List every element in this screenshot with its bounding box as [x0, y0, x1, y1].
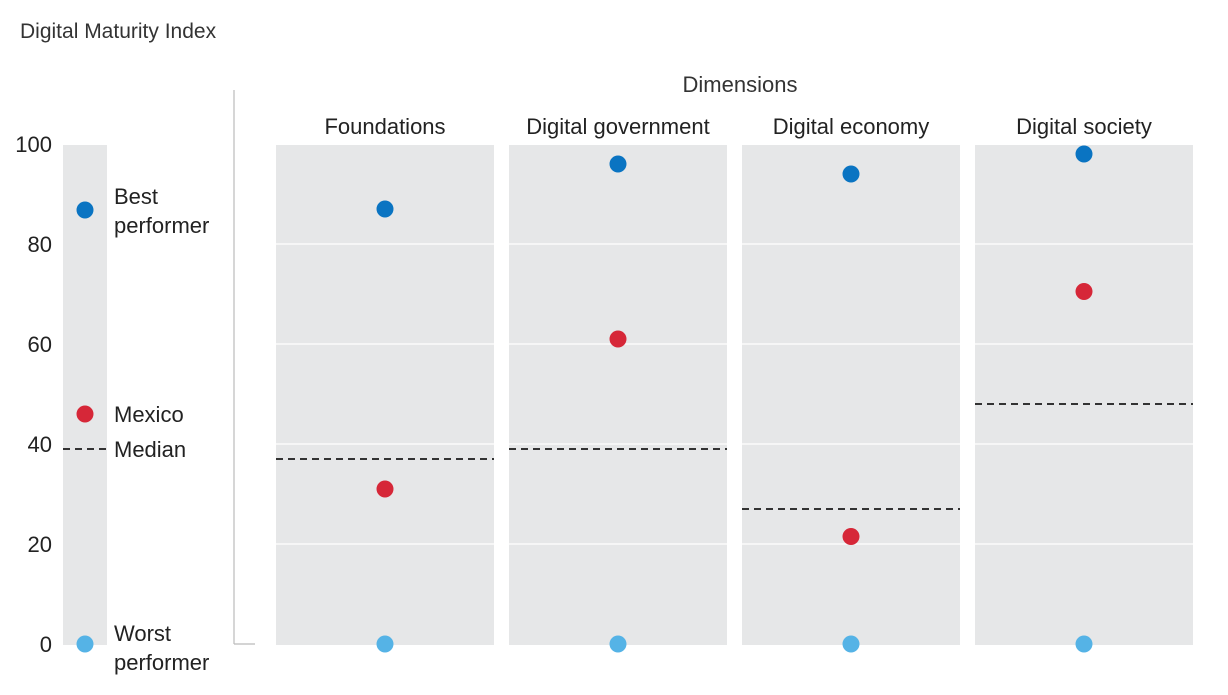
- point-best-performer: [1075, 145, 1093, 163]
- point-worst-performer: [376, 635, 394, 653]
- legend: Best performer Mexico Median Worst perfo…: [63, 145, 209, 675]
- legend-mexico-marker: [76, 405, 94, 423]
- category-label: Digital government: [526, 114, 709, 139]
- chart-title: Digital Maturity Index: [20, 20, 217, 43]
- y-tick-label: 80: [28, 232, 52, 257]
- panel-digital-government: Digital government: [509, 114, 727, 653]
- y-tick-label: 0: [40, 632, 52, 657]
- legend-best-label-line1: Best: [114, 184, 158, 209]
- dimensions-title: Dimensions: [683, 72, 798, 97]
- point-worst-performer: [1075, 635, 1093, 653]
- point-mexico: [842, 528, 860, 545]
- legend-worst-label-line1: Worst: [114, 621, 171, 646]
- point-worst-performer: [842, 635, 860, 653]
- y-tick-label: 100: [15, 132, 52, 157]
- legend-worst-label-line2: performer: [114, 650, 209, 675]
- category-label: Digital society: [1016, 114, 1152, 139]
- point-best-performer: [376, 200, 394, 218]
- panel-digital-economy: Digital economy: [742, 114, 960, 653]
- panels: Foundations Digital government Digital eco…: [276, 114, 1193, 653]
- point-mexico: [1075, 283, 1093, 300]
- y-tick-label: 40: [28, 432, 52, 457]
- point-worst-performer: [609, 635, 627, 653]
- legend-worst-marker: [76, 635, 94, 653]
- y-tick-label: 20: [28, 532, 52, 557]
- panel-background: [509, 145, 727, 645]
- point-best-performer: [842, 165, 860, 183]
- panel-background: [742, 145, 960, 645]
- panel-foundations: Foundations: [276, 114, 494, 653]
- category-label: Foundations: [324, 114, 445, 139]
- point-mexico: [376, 480, 394, 498]
- y-tick-label: 60: [28, 332, 52, 357]
- legend-panel: [63, 145, 107, 645]
- legend-median-label: Median: [114, 437, 186, 462]
- legend-mexico-label: Mexico: [114, 402, 184, 427]
- y-axis: 0 20 40 60 80 100: [15, 132, 52, 657]
- point-mexico: [609, 330, 627, 348]
- category-label: Digital economy: [773, 114, 930, 139]
- panel-background: [975, 145, 1193, 645]
- legend-best-label-line2: performer: [114, 213, 209, 238]
- point-best-performer: [609, 155, 627, 173]
- panel-digital-society: Digital society: [975, 114, 1193, 653]
- panel-background: [276, 145, 494, 645]
- legend-best-marker: [76, 201, 94, 219]
